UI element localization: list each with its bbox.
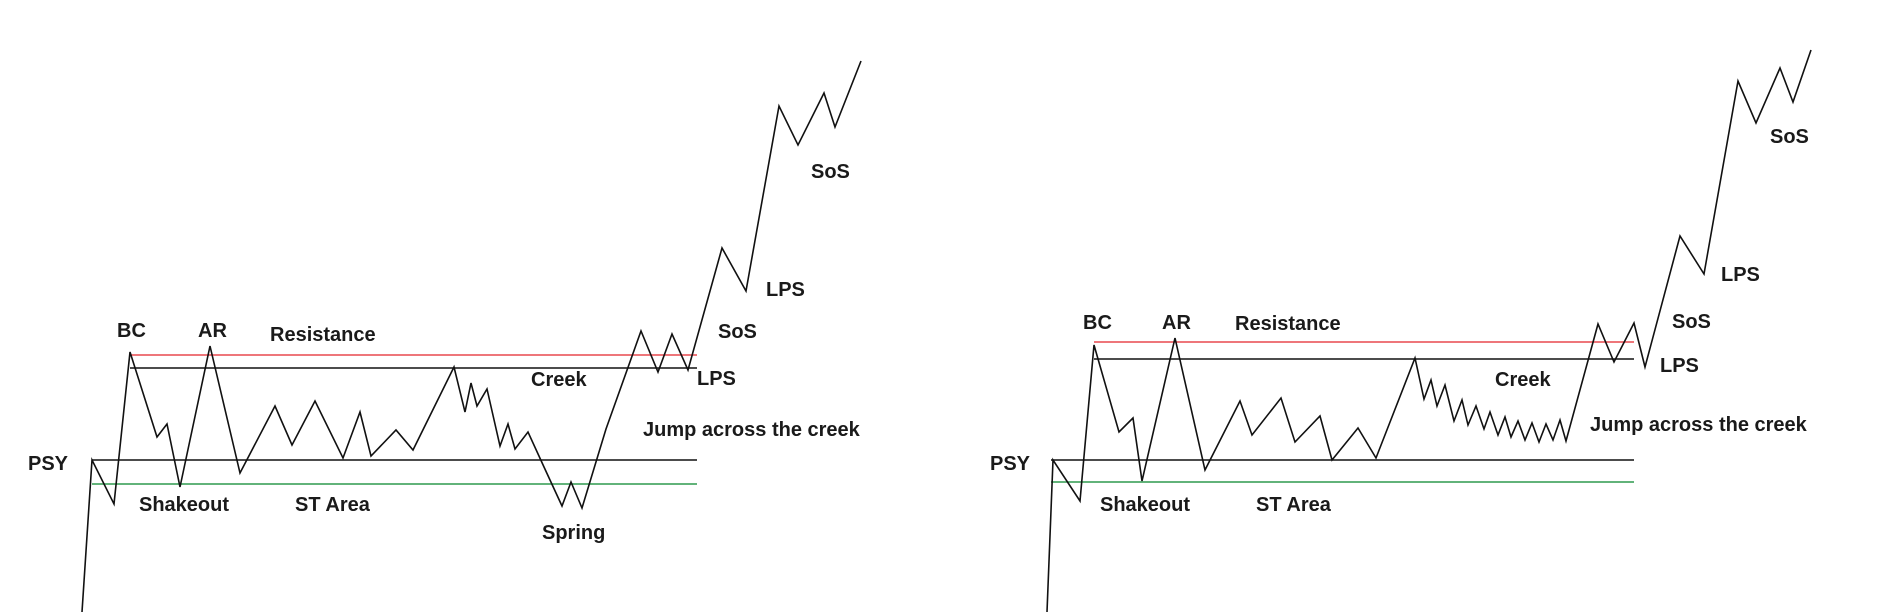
left-label-lps-high: LPS xyxy=(766,279,805,301)
left-label-jump: Jump across the creek xyxy=(643,419,861,441)
right-label-lps-high: LPS xyxy=(1721,264,1760,286)
right-label-ar: AR xyxy=(1162,312,1191,334)
right-label-psy: PSY xyxy=(990,453,1031,475)
right-label-bc: BC xyxy=(1083,312,1112,334)
left-label-resistance: Resistance xyxy=(270,324,376,346)
right-label-st-area: ST Area xyxy=(1256,494,1332,516)
right-label-sos-high: SoS xyxy=(1770,126,1809,148)
left-label-shakeout: Shakeout xyxy=(139,494,229,516)
right-label-sos-low: SoS xyxy=(1672,311,1711,333)
left-diagram: BC AR Resistance Creek PSY Shakeout ST A… xyxy=(28,60,862,612)
right-label-resistance: Resistance xyxy=(1235,313,1341,335)
right-diagram: BC AR Resistance Creek PSY Shakeout ST A… xyxy=(990,49,1812,612)
left-label-ar: AR xyxy=(198,320,227,342)
right-price-path xyxy=(1046,49,1812,612)
right-label-lps-low: LPS xyxy=(1660,355,1699,377)
right-label-jump: Jump across the creek xyxy=(1590,414,1808,436)
left-label-sos-low: SoS xyxy=(718,321,757,343)
left-label-spring: Spring xyxy=(542,522,605,544)
left-label-st-area: ST Area xyxy=(295,494,371,516)
left-label-sos-high: SoS xyxy=(811,161,850,183)
left-label-psy: PSY xyxy=(28,453,69,475)
left-label-creek: Creek xyxy=(531,369,587,391)
left-label-lps-low: LPS xyxy=(697,368,736,390)
right-label-shakeout: Shakeout xyxy=(1100,494,1190,516)
left-price-path xyxy=(81,60,862,612)
left-label-bc: BC xyxy=(117,320,146,342)
right-label-creek: Creek xyxy=(1495,369,1551,391)
